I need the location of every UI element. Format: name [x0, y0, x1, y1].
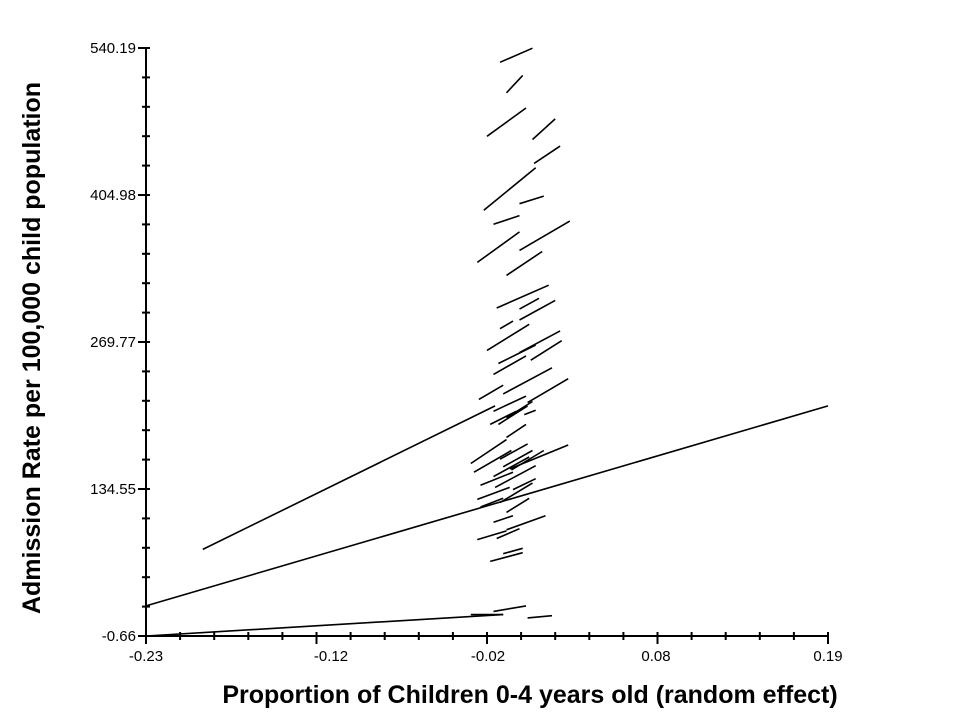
regression-line-segment	[493, 395, 527, 413]
regression-line-segment	[494, 464, 537, 489]
regression-line-segment	[510, 449, 545, 471]
regression-line-segment	[527, 614, 553, 619]
x-tick-label: 0.19	[813, 648, 842, 665]
regression-line-segment	[202, 405, 496, 551]
regression-line-segment	[519, 297, 540, 310]
regression-line-segment	[476, 231, 520, 264]
regression-line-segment	[506, 497, 530, 514]
regression-line-segment	[483, 167, 537, 211]
regression-line-segment	[477, 530, 507, 541]
regression-line-segment	[512, 477, 537, 491]
regression-line-segment	[502, 449, 533, 468]
regression-line-segment	[506, 514, 546, 531]
y-tick-label: -0.66	[102, 628, 136, 645]
regression-line-segment	[524, 409, 536, 416]
x-tick-label: 0.08	[641, 648, 670, 665]
regression-line-segment	[497, 405, 529, 426]
regression-line-segment	[486, 323, 530, 352]
y-tick-label: 134.55	[90, 481, 136, 498]
regression-line-segment	[480, 471, 514, 487]
regression-line-segment	[499, 320, 514, 330]
regression-line-segment	[519, 330, 561, 354]
regression-line-segment	[493, 605, 527, 613]
regression-line-segment	[499, 47, 533, 64]
regression-line-segment	[486, 107, 527, 137]
regression-line-segment	[477, 486, 510, 501]
regression-line-segment	[480, 497, 504, 508]
regression-line-segment	[527, 378, 569, 404]
regression-line-segment	[489, 410, 517, 426]
y-tick-label: 269.77	[90, 334, 136, 351]
regression-segments	[145, 47, 829, 637]
x-tick-label: -0.02	[471, 648, 505, 665]
regression-line-segment	[493, 355, 527, 376]
y-tick-label: 404.98	[90, 187, 136, 204]
regression-line-segment	[502, 547, 523, 555]
x-axis-title: Proportion of Children 0-4 years old (ra…	[222, 681, 837, 709]
regression-line-segment	[496, 284, 550, 309]
regression-line-segment	[506, 250, 543, 277]
regression-line-segment	[530, 340, 563, 361]
regression-line-segment	[519, 220, 571, 252]
regression-line-segment	[145, 405, 829, 607]
regression-line-segment	[519, 195, 545, 205]
x-tick-label: -0.12	[314, 648, 348, 665]
x-tick-label: -0.23	[129, 648, 163, 665]
axis-ticks	[138, 47, 829, 644]
regression-line-segment	[489, 551, 523, 563]
regression-line-segment	[470, 438, 507, 465]
regression-line-segment	[499, 443, 528, 460]
regression-line-segment	[499, 482, 533, 504]
regression-line-segment	[478, 384, 504, 401]
regression-line-segment	[493, 456, 530, 478]
regression-line-segment	[493, 514, 514, 523]
regression-line-segment	[145, 613, 504, 637]
regression-line-segment	[506, 400, 533, 419]
regression-line-segment	[505, 74, 524, 94]
regression-line-segment	[519, 299, 556, 321]
y-tick-label: 540.19	[90, 40, 136, 57]
regression-line-segment	[506, 423, 527, 439]
regression-line-segment	[502, 367, 553, 395]
regression-line-segment	[533, 145, 561, 165]
regression-line-segment	[496, 527, 520, 540]
regression-line-segment	[531, 118, 556, 141]
regression-line-segment	[473, 449, 512, 473]
y-axis-title: Admission Rate per 100,000 child populat…	[18, 82, 46, 614]
regression-line-segment	[493, 214, 520, 226]
